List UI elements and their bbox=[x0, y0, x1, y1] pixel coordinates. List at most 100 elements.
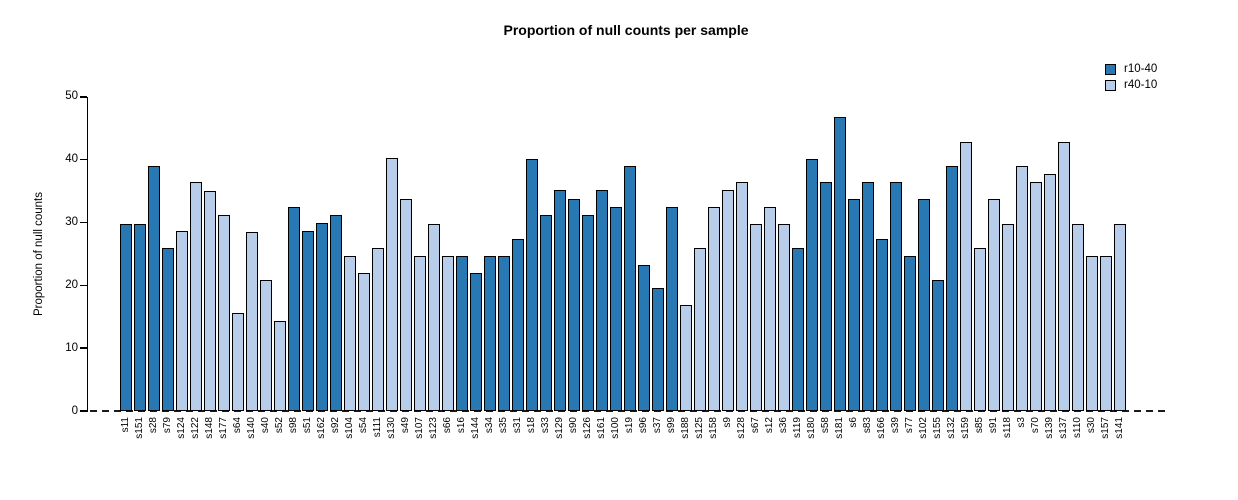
x-label-s16: s16 bbox=[455, 417, 467, 434]
bar-s159 bbox=[960, 142, 972, 411]
bar-s157 bbox=[1100, 256, 1112, 411]
bar-s34 bbox=[484, 256, 496, 411]
bar-s85 bbox=[974, 247, 986, 411]
x-label-s66: s66 bbox=[441, 417, 453, 434]
bar-s58 bbox=[820, 182, 832, 411]
x-label-s157: s157 bbox=[1099, 417, 1111, 439]
bar-s35 bbox=[498, 256, 510, 411]
x-label-s107: s107 bbox=[413, 417, 425, 439]
bar-s31 bbox=[512, 239, 524, 411]
bar-s166 bbox=[876, 239, 888, 411]
y-tick bbox=[80, 347, 87, 349]
bar-s118 bbox=[1002, 223, 1014, 411]
legend-label: r40-10 bbox=[1124, 79, 1158, 91]
x-label-s162: s162 bbox=[315, 417, 327, 439]
x-label-s40: s40 bbox=[259, 417, 271, 434]
x-label-s98: s98 bbox=[287, 417, 299, 434]
bar-s28 bbox=[148, 165, 160, 411]
x-label-s18: s18 bbox=[525, 417, 537, 434]
bar-s52 bbox=[274, 321, 286, 411]
x-label-s110: s110 bbox=[1071, 417, 1083, 438]
y-tick bbox=[80, 410, 87, 412]
x-label-s124: s124 bbox=[175, 417, 187, 439]
x-label-s177: s177 bbox=[217, 417, 229, 439]
bar-s83 bbox=[862, 182, 874, 411]
legend-label: r10-40 bbox=[1124, 63, 1158, 75]
y-tick-label: 50 bbox=[65, 90, 78, 103]
bar-s77 bbox=[904, 256, 916, 411]
bar-s11 bbox=[120, 223, 132, 411]
bar-s6 bbox=[848, 198, 860, 411]
x-label-s67: s67 bbox=[749, 417, 761, 434]
legend-item-r40-10: r40-10 bbox=[1105, 79, 1157, 92]
x-label-s33: s33 bbox=[539, 417, 551, 434]
x-label-s141: s141 bbox=[1113, 417, 1125, 439]
bar-s140 bbox=[246, 231, 258, 411]
bar-s137 bbox=[1058, 142, 1070, 411]
x-label-s100: s100 bbox=[609, 417, 621, 439]
x-label-s51: s51 bbox=[301, 417, 313, 434]
y-axis-line bbox=[86, 96, 88, 412]
bar-s98 bbox=[288, 206, 300, 411]
x-label-s91: s91 bbox=[987, 417, 999, 434]
y-tick bbox=[80, 284, 87, 287]
bar-s90 bbox=[568, 198, 580, 411]
x-label-s137: s137 bbox=[1057, 417, 1069, 439]
y-tick-label: 20 bbox=[65, 278, 78, 291]
x-label-s159: s159 bbox=[959, 417, 971, 439]
x-label-s161: s161 bbox=[595, 417, 607, 439]
bar-s102 bbox=[918, 198, 930, 411]
x-label-s128: s128 bbox=[735, 417, 747, 439]
x-label-s111: s111 bbox=[371, 417, 383, 438]
x-label-s54: s54 bbox=[357, 417, 369, 434]
legend-swatch-icon bbox=[1105, 80, 1116, 91]
x-label-s12: s12 bbox=[763, 417, 775, 434]
chart-title: Proportion of null counts per sample bbox=[503, 22, 749, 38]
x-label-s99: s99 bbox=[665, 417, 677, 434]
x-label-s28: s28 bbox=[147, 417, 159, 434]
bar-s119 bbox=[792, 247, 804, 411]
bar-s122 bbox=[190, 182, 202, 411]
y-tick-label: 30 bbox=[65, 216, 78, 228]
x-label-s30: s30 bbox=[1085, 417, 1097, 434]
bar-s107 bbox=[414, 256, 426, 411]
zero-dashed-line bbox=[90, 410, 1165, 413]
bar-s39 bbox=[890, 182, 902, 411]
bar-s110 bbox=[1072, 223, 1084, 411]
x-label-s92: s92 bbox=[329, 417, 341, 434]
bar-s144 bbox=[470, 272, 482, 411]
bar-s96 bbox=[638, 264, 650, 411]
x-label-s155: s155 bbox=[931, 417, 943, 439]
bar-s100 bbox=[610, 206, 622, 411]
bar-s64 bbox=[232, 312, 244, 411]
bar-s104 bbox=[344, 256, 356, 411]
bar-s123 bbox=[428, 223, 440, 411]
bar-s79 bbox=[162, 247, 174, 411]
x-label-s70: s70 bbox=[1029, 417, 1041, 434]
bar-s125 bbox=[694, 247, 706, 411]
bar-s139 bbox=[1044, 174, 1056, 411]
bar-s70 bbox=[1030, 182, 1042, 411]
bar-s126 bbox=[582, 214, 594, 411]
x-label-s102: s102 bbox=[917, 417, 929, 439]
y-tick-label: 40 bbox=[65, 153, 78, 166]
x-label-s129: s129 bbox=[553, 417, 565, 439]
bar-s124 bbox=[176, 231, 188, 411]
x-label-s118: s118 bbox=[1001, 417, 1013, 438]
x-label-s180: s180 bbox=[805, 417, 817, 439]
bar-s54 bbox=[358, 272, 370, 411]
x-label-s151: s151 bbox=[133, 417, 145, 439]
bar-s37 bbox=[652, 287, 664, 411]
x-label-s188: s188 bbox=[679, 417, 691, 439]
bar-s40 bbox=[260, 280, 272, 411]
x-label-s166: s166 bbox=[875, 417, 887, 439]
bar-s99 bbox=[666, 206, 678, 411]
bar-s16 bbox=[456, 256, 468, 411]
bar-s51 bbox=[302, 231, 314, 411]
bar-s66 bbox=[442, 256, 454, 411]
bar-s188 bbox=[680, 304, 692, 411]
bar-s181 bbox=[834, 116, 846, 411]
bar-s91 bbox=[988, 198, 1000, 411]
bar-s36 bbox=[778, 223, 790, 411]
bar-s18 bbox=[526, 159, 538, 411]
